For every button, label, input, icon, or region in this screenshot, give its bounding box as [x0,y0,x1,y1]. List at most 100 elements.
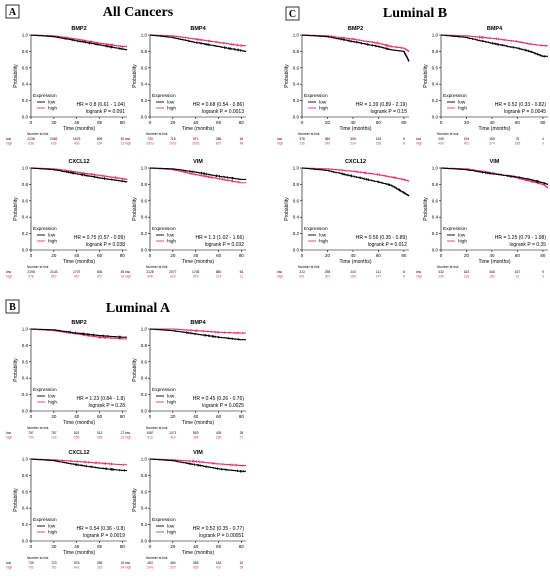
risk-count-high: 835 [193,566,199,570]
survival-curve-low [150,328,246,341]
y-tick-label: 0.8 [141,473,148,478]
km-plot-b-bmp4: BMP4 0.0 0.2 0.4 0.6 0.8 1.0 0 20 40 60 80 Time (mon… [125,320,246,440]
y-tick-label: 0.8 [141,182,148,187]
y-tick-label: 0.0 [22,115,29,120]
risk-count-low: 378 [299,137,305,141]
risk-row-label-high: high [416,275,422,279]
risk-count-high: 34 [121,566,125,570]
x-axis-label: Time (months) [339,126,371,132]
censor-marks-low [188,462,244,473]
y-axis-label: Probability [423,197,429,221]
survival-curve-low [31,34,128,51]
risk-count-high: 1041 [146,566,154,570]
y-tick-label: 0.6 [293,198,300,203]
section-title-b: Luminal A [106,301,171,316]
y-tick-label: 0.0 [293,248,300,253]
risk-count-low: 1707 [73,270,81,274]
legend-label-high: high [48,106,57,112]
y-tick-label: 0.2 [22,98,29,103]
risk-count-low: 313 [97,431,103,435]
legend-title: Expression [304,226,328,232]
risk-count-high: 807 [216,142,222,146]
x-axis-label: Time (months) [182,420,214,426]
risk-row-label-low: low [125,561,131,565]
risk-count-low: 243 [350,270,356,274]
legend-label-low: low [458,233,466,239]
survival-curve-low [302,167,410,197]
risk-count-high: 633 [170,275,176,279]
hazard-ratio: HR = 0.8 (0.61 - 1.04) [77,102,126,108]
y-tick-label: 0.6 [141,65,148,70]
y-tick-label: 0.2 [293,98,300,103]
censor-marks-low [482,170,545,185]
x-tick-label: 20 [170,120,176,125]
risk-count-low: 298 [325,270,331,274]
logrank-p: logrank P = 0.0013 [202,109,244,115]
risk-count-low: 2077 [169,270,177,274]
y-tick-label: 0.2 [22,522,29,527]
risk-count-high: 81 [516,275,520,279]
risk-count-high: 254 [97,142,103,146]
y-tick-label: 0.4 [141,376,148,381]
legend-label-low: low [458,100,466,106]
risk-row-label-low: low [6,431,12,435]
censor-marks-low [72,38,123,51]
risk-count-low: 45 [121,270,125,274]
legend-label-low: low [167,524,175,530]
risk-count-high: 437 [216,566,222,570]
risk-count-low: 16 [240,137,244,141]
x-tick-label: 40 [74,120,80,125]
y-axis-label: Probability [284,64,290,88]
x-axis-label: Time (months) [339,259,371,265]
legend-title: Expression [152,387,176,393]
risk-count-low: 2198 [27,270,35,274]
censor-marks-high [479,35,546,47]
legend-label-high: high [167,106,176,112]
x-tick-label: 60 [515,120,521,125]
legend-title: Expression [443,226,467,232]
y-tick-label: 1.0 [293,33,300,38]
legend-label-low: low [319,233,327,239]
survival-curve-low [31,458,127,472]
risk-count-high: 185 [515,142,521,146]
y-axis-label: Probability [13,358,19,382]
y-tick-label: 0.6 [141,198,148,203]
risk-row-label-high: high [125,436,131,440]
x-tick-label: 80 [239,120,245,125]
risk-table-title: Number at risk [298,132,320,136]
risk-count-high: 728 [51,436,57,440]
risk-count-low: 767 [28,431,34,435]
y-tick-label: 0.0 [432,248,439,253]
y-axis-label: Probability [13,64,19,88]
risk-count-low: 454 [170,561,176,565]
y-axis-label: Probability [13,488,19,512]
risk-count-low: 313 [299,270,305,274]
x-tick-label: 60 [97,120,103,125]
risk-count-low: 155 [489,137,495,141]
km-plot-a-bmp2: BMP2 0.0 0.2 0.4 0.6 0.8 1.0 0 20 40 60 80 Time (mon… [6,26,128,146]
y-tick-label: 0.6 [22,489,29,494]
plot-title: CXCL12 [68,450,89,456]
risk-count-low: 735 [28,561,34,565]
x-tick-label: 20 [51,253,57,258]
hazard-ratio: HR = 0.68 (0.54 - 0.86) [193,102,245,108]
risk-table-title: Number at risk [437,265,459,269]
x-tick-label: 40 [193,544,199,549]
risk-count-low: 5 [403,137,405,141]
y-tick-label: 0.8 [432,49,439,54]
survival-curve-low [149,167,246,181]
y-tick-label: 0.8 [22,473,29,478]
legend-label-high: high [48,530,57,536]
section-header-b: B Luminal A [5,299,171,316]
risk-count-high: 21 [240,436,244,440]
panel-letter-box-c [285,6,300,21]
km-plot-b-vim: VIM 0.0 0.2 0.4 0.6 0.8 1.0 0 20 40 60 80 Time (mont… [125,450,246,570]
x-tick-label: 40 [74,544,80,549]
y-tick-label: 0.8 [22,343,29,348]
censor-marks-high [190,329,243,335]
x-tick-label: 80 [239,253,245,258]
risk-count-low: 15 [121,561,125,565]
risk-count-high: 409 [438,142,444,146]
risk-count-low: 28 [240,431,244,435]
